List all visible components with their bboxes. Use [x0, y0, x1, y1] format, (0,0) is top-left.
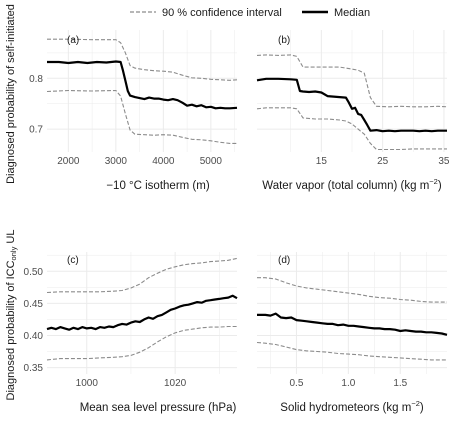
- x-axis-label-c: Mean sea level pressure (hPa): [80, 402, 237, 414]
- y-tick-label-c: 0.50: [24, 267, 44, 278]
- x-tick-label-a: 5000: [200, 156, 223, 167]
- panel-c-grid: [47, 252, 237, 374]
- series-median-d: [257, 312, 448, 336]
- series-median-b: [256, 77, 447, 133]
- series-ci-lower-b: [256, 107, 447, 151]
- x-axis-label-b-main: Water vapor (total column) (kg m: [262, 180, 429, 192]
- x-axis-label-b-end: ): [438, 180, 442, 192]
- series-ci-upper-d: [257, 277, 447, 303]
- panel-label-c: (c): [67, 255, 79, 266]
- series-ci-lower-a: [46, 89, 237, 144]
- panel-label-d: (d): [278, 255, 290, 266]
- series-ci-lower-d: [256, 341, 447, 361]
- x-tick-label-d: 0.5: [290, 378, 304, 389]
- x-tick-label-a: 4000: [152, 156, 175, 167]
- x-axis-label-d: Solid hydrometeors (kg m−2): [280, 399, 424, 414]
- panel-label-b: (b): [278, 35, 290, 46]
- panel-d-background: [257, 252, 447, 374]
- x-tick-label-b: 35: [438, 156, 450, 167]
- panel-c-lines: [46, 257, 238, 361]
- legend-median-label: Median: [334, 7, 370, 19]
- panel-d: (d) 0.5 1.0 1.5 Solid hydrometeors (kg m−2…: [256, 252, 448, 414]
- series-ci-upper-b: [256, 54, 448, 108]
- panel-c-ticks: 1000 1020 0.35 0.40 0.45 0.50: [24, 267, 187, 389]
- panel-b-grid: [257, 30, 447, 152]
- x-tick-label-c: 1000: [76, 378, 99, 389]
- y-axis-label-bottom-main: Diagnosed probability of ICC: [5, 260, 17, 400]
- legend: 90 % confidence interval Median: [130, 7, 370, 19]
- x-tick-label-b: 25: [377, 156, 389, 167]
- x-tick-label-d: 1.0: [341, 378, 355, 389]
- panel-d-lines: [256, 277, 448, 361]
- legend-ci-label: 90 % confidence interval: [162, 7, 282, 19]
- y-tick-label-a: 0.8: [29, 74, 43, 85]
- x-axis-label-b: Water vapor (total column) (kg m−2): [262, 177, 442, 192]
- x-tick-label-d: 1.5: [393, 378, 407, 389]
- y-axis-label-bottom-sub: only: [9, 246, 18, 260]
- x-tick-label-a: 2000: [57, 156, 80, 167]
- panel-c-background: [47, 252, 237, 374]
- y-axis-label-bottom-end: UL: [5, 230, 17, 247]
- series-median-a: [47, 60, 238, 110]
- x-axis-label-d-sup: −2: [411, 399, 420, 408]
- panel-a-ticks: 2000 3000 4000 5000 0.7 0.8: [29, 74, 222, 167]
- panel-b: (b) 15 25 35 Water vapor (total column) (k…: [256, 30, 450, 192]
- series-ci-lower-c: [46, 325, 237, 361]
- panel-a-background: [47, 30, 237, 152]
- x-axis-label-d-end: ): [420, 402, 424, 414]
- y-tick-label-a: 0.7: [29, 125, 43, 136]
- panel-b-ticks: 15 25 35: [316, 156, 450, 167]
- series-median-c: [46, 294, 238, 331]
- y-tick-label-c: 0.40: [24, 331, 44, 342]
- x-tick-label-a: 3000: [105, 156, 128, 167]
- x-axis-label-b-sup: −2: [429, 177, 438, 186]
- series-ci-upper-a: [47, 38, 238, 81]
- panel-label-a: (a): [67, 35, 79, 46]
- series-ci-upper-c: [46, 257, 238, 294]
- x-axis-label-d-main: Solid hydrometeors (kg m: [280, 402, 411, 414]
- panel-d-grid: [257, 252, 447, 374]
- y-axis-label-bottom: Diagnosed probability of ICConly UL: [5, 230, 18, 401]
- panel-d-ticks: 0.5 1.0 1.5: [290, 378, 408, 389]
- x-tick-label-b: 15: [316, 156, 328, 167]
- y-tick-label-c: 0.45: [24, 299, 44, 310]
- panel-a: (a) 2000 3000 4000 5000 0.7 0.8 −10 °C isothe…: [29, 30, 238, 192]
- panel-b-lines: [256, 54, 448, 151]
- panel-a-lines: [46, 38, 238, 144]
- panel-a-grid: [47, 30, 237, 152]
- x-tick-label-c: 1020: [164, 378, 187, 389]
- y-axis-label-top: Diagnosed probability of self-initiated: [5, 4, 17, 184]
- panel-c: (c) 1000 1020 0.35 0.40 0.45 0.50 Mean sea le…: [24, 252, 238, 414]
- x-axis-label-a: −10 °C isotherm (m): [106, 180, 210, 192]
- y-tick-label-c: 0.35: [24, 363, 44, 374]
